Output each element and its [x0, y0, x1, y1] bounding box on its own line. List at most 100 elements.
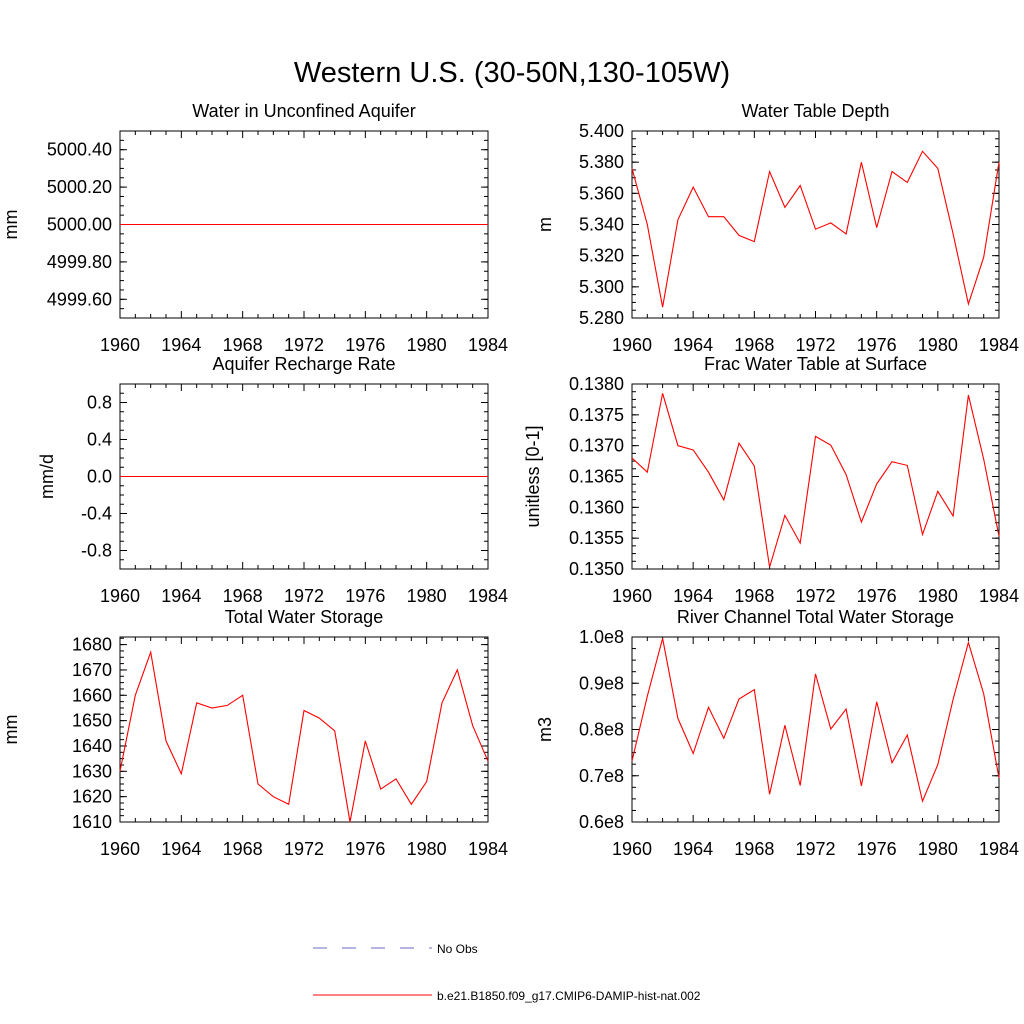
x-tick-label: 1972: [284, 839, 324, 859]
x-tick-label: 1972: [795, 839, 835, 859]
y-tick-label: -0.4: [81, 504, 112, 524]
x-tick-label: 1968: [734, 839, 774, 859]
y-axis-label: m3: [535, 717, 555, 742]
chart-title: Water Table Depth: [741, 101, 889, 121]
y-tick-label: 0.8: [87, 393, 112, 413]
plot-frame: [631, 130, 1000, 319]
y-tick-label: 0.1380: [569, 374, 624, 394]
y-tick-label: 5.340: [579, 215, 624, 235]
series-line: [119, 650, 489, 823]
y-tick-label: 1650: [72, 711, 112, 731]
y-tick-label: 5000.00: [47, 215, 112, 235]
y-tick-label: 0.1365: [569, 467, 624, 487]
x-tick-label: 1984: [468, 839, 508, 859]
y-tick-label: 0.8e8: [579, 720, 624, 740]
y-tick-label: 4999.60: [47, 289, 112, 309]
x-tick-label: 1972: [284, 335, 324, 355]
x-tick-label: 1964: [673, 586, 713, 606]
y-tick-label: 4999.80: [47, 252, 112, 272]
y-tick-label: 1660: [72, 685, 112, 705]
x-tick-label: 1968: [734, 586, 774, 606]
y-tick-label: 5.360: [579, 183, 624, 203]
y-tick-label: 5000.20: [47, 177, 112, 197]
chart-title: Total Water Storage: [225, 607, 383, 627]
x-tick-label: 1976: [345, 335, 385, 355]
plot-frame: [631, 636, 1000, 823]
y-axis-label: unitless [0-1]: [523, 425, 543, 527]
y-tick-label: 1630: [72, 761, 112, 781]
y-tick-label: 5.400: [579, 121, 624, 141]
x-tick-label: 1968: [734, 335, 774, 355]
x-tick-label: 1984: [979, 586, 1019, 606]
chart-panel: River Channel Total Water Storage m3 1960 1…: [535, 607, 1019, 859]
y-tick-label: 0.9e8: [579, 673, 624, 693]
y-tick-label: 0.4: [87, 430, 112, 450]
x-tick-label: 1976: [345, 586, 385, 606]
chart-title: Frac Water Table at Surface: [704, 354, 927, 374]
x-tick-label: 1980: [407, 335, 447, 355]
x-tick-label: 1976: [857, 839, 897, 859]
legend-model-label: b.e21.B1850.f09_g17.CMIP6-DAMIP-hist-nat…: [437, 989, 701, 1003]
x-tick-label: 1972: [795, 335, 835, 355]
y-tick-label: 5000.40: [47, 140, 112, 160]
x-tick-label: 1984: [468, 586, 508, 606]
x-tick-label: 1972: [795, 586, 835, 606]
y-tick-label: 0.0: [87, 467, 112, 487]
x-tick-label: 1976: [857, 335, 897, 355]
x-tick-label: 1960: [612, 839, 652, 859]
y-tick-label: 1680: [72, 635, 112, 655]
chart-panel: Total Water Storage mm 1960 1964 1968 1972 197…: [1, 607, 508, 859]
y-tick-label: 1620: [72, 787, 112, 807]
panels: Water in Unconfined Aquifer mm 1960 1964 196…: [1, 101, 1019, 859]
y-tick-label: 0.7e8: [579, 766, 624, 786]
y-tick-label: 0.1375: [569, 405, 624, 425]
chart-title: Aquifer Recharge Rate: [212, 354, 395, 374]
y-tick-label: 1670: [72, 660, 112, 680]
x-tick-label: 1980: [918, 335, 958, 355]
y-tick-label: 0.1360: [569, 497, 624, 517]
x-tick-label: 1964: [161, 586, 201, 606]
x-tick-label: 1964: [673, 335, 713, 355]
y-tick-label: 5.320: [579, 246, 624, 266]
x-tick-label: 1980: [407, 586, 447, 606]
x-tick-label: 1980: [918, 839, 958, 859]
x-tick-label: 1984: [468, 335, 508, 355]
x-tick-label: 1960: [100, 586, 140, 606]
y-axis-label: m: [535, 217, 555, 232]
plot-frame: [119, 636, 489, 823]
plot-frame: [631, 383, 1000, 570]
y-tick-label: 5.300: [579, 277, 624, 297]
chart-panel: Water in Unconfined Aquifer mm 1960 1964 196…: [1, 101, 508, 355]
x-tick-label: 1960: [612, 586, 652, 606]
y-axis-label: mm: [1, 210, 21, 240]
y-tick-label: 0.6e8: [579, 812, 624, 832]
y-tick-label: 1.0e8: [579, 627, 624, 647]
chart-panel: Aquifer Recharge Rate mm/d 1960 1964 1968 197…: [37, 354, 508, 606]
x-tick-label: 1960: [100, 335, 140, 355]
y-tick-label: 5.380: [579, 152, 624, 172]
x-tick-label: 1964: [161, 839, 201, 859]
x-tick-label: 1980: [407, 839, 447, 859]
series-line: [631, 150, 1000, 308]
chart-title: Water in Unconfined Aquifer: [192, 101, 415, 121]
x-tick-label: 1972: [284, 586, 324, 606]
x-tick-label: 1960: [100, 839, 140, 859]
x-tick-label: 1976: [345, 839, 385, 859]
figure-title: Western U.S. (30-50N,130-105W): [294, 57, 730, 89]
x-tick-label: 1984: [979, 839, 1019, 859]
y-tick-label: 1640: [72, 736, 112, 756]
x-tick-label: 1968: [223, 335, 263, 355]
y-tick-label: 0.1370: [569, 436, 624, 456]
y-tick-label: -0.8: [81, 541, 112, 561]
y-tick-label: 1610: [72, 812, 112, 832]
y-tick-label: 0.1355: [569, 528, 624, 548]
chart-panel: Water Table Depth m 1960 1964 1968 1972 1976 19…: [535, 101, 1019, 355]
y-tick-label: 0.1350: [569, 559, 624, 579]
x-tick-label: 1968: [223, 586, 263, 606]
x-tick-label: 1960: [612, 335, 652, 355]
x-tick-label: 1964: [161, 335, 201, 355]
legend: No Obs b.e21.B1850.f09_g17.CMIP6-DAMIP-h…: [313, 942, 701, 1003]
chart-panel: Frac Water Table at Surface unitless [0-1…: [523, 354, 1019, 606]
y-axis-label: mm/d: [37, 454, 57, 499]
